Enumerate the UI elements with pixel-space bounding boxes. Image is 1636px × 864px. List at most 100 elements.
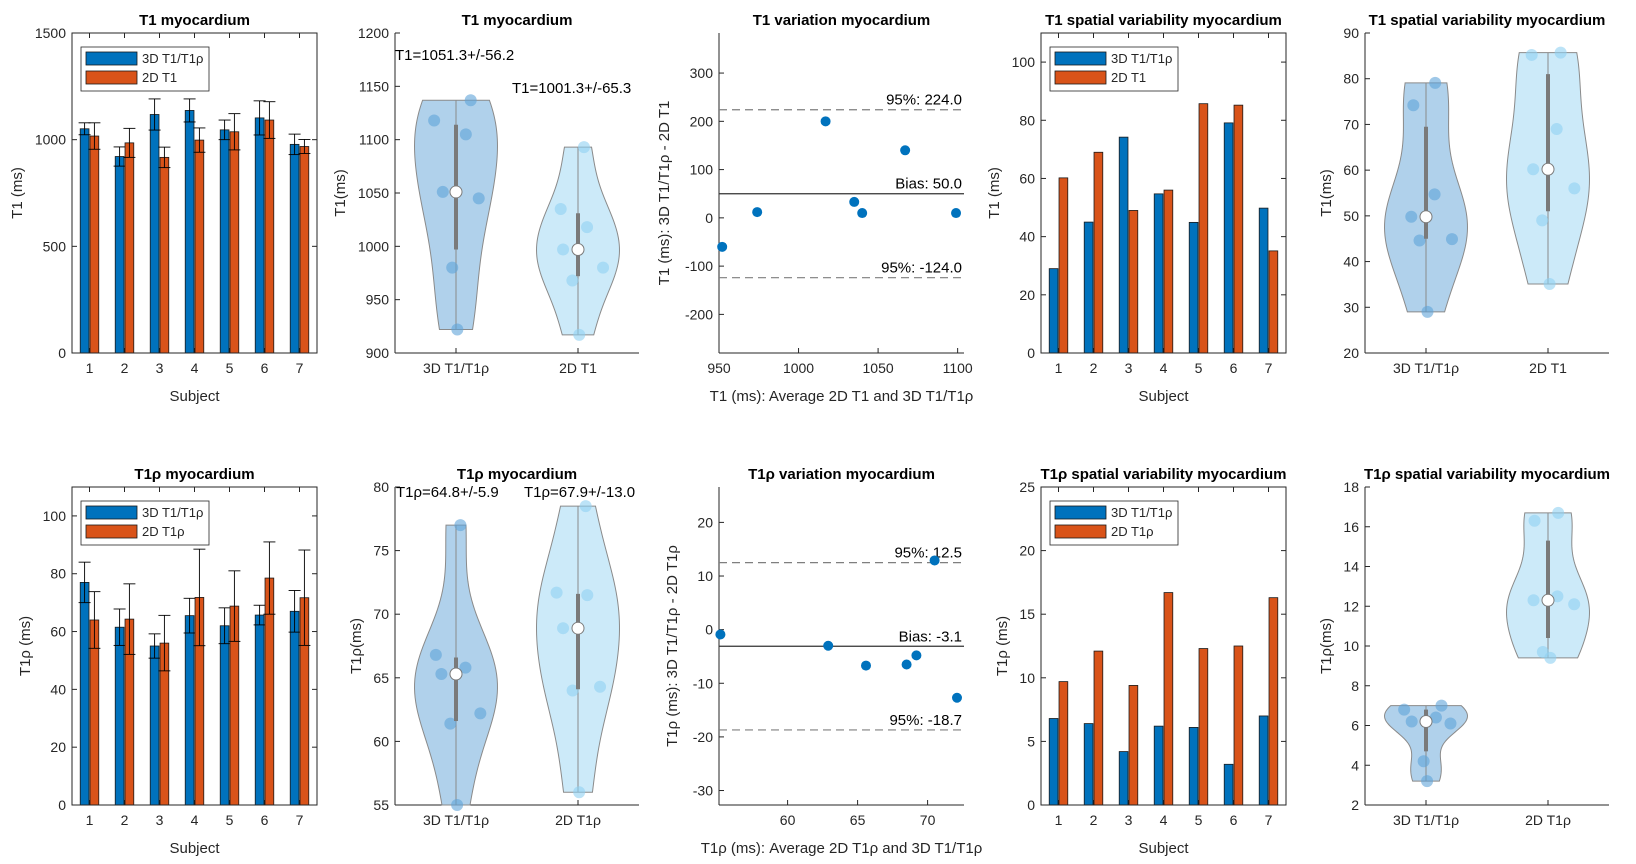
annotation-text: T1=1051.3+/-56.2 [395, 47, 514, 64]
chart-title: T1ρ spatial variability myocardium [1364, 466, 1610, 483]
data-point [1554, 46, 1567, 59]
x-axis-label: Subject [1138, 388, 1189, 405]
x-tick-label: 3D T1/T1ρ [1393, 812, 1459, 828]
x-tick-label: 60 [780, 812, 796, 828]
data-point [594, 680, 607, 693]
bar [219, 129, 230, 354]
subplot-violin: T1 spatial variability myocardium 20 30 40 5… [1318, 12, 1609, 376]
bar [1258, 715, 1269, 806]
legend-swatch [85, 524, 138, 539]
data-point [911, 650, 922, 661]
data-point [1528, 514, 1541, 527]
y-tick-label: 100 [690, 162, 714, 178]
bar [1233, 104, 1244, 354]
y-tick-label: 100 [1012, 54, 1036, 70]
data-point [464, 94, 477, 107]
y-tick-label: 1100 [359, 132, 389, 148]
y-tick-label: 25 [1019, 479, 1035, 495]
y-tick-label: 200 [690, 113, 714, 129]
x-tick-label: 2D T1ρ [555, 812, 601, 828]
subplot-violin: T1 myocardium 900 950 1000 1050 1100 1150 1200 T… [332, 12, 639, 376]
data-point [1421, 305, 1434, 318]
line-label: Bias: -3.1 [899, 628, 962, 645]
bar [184, 110, 195, 354]
y-axis-label: T1ρ (ms) [17, 616, 34, 676]
y-tick-label: 1150 [359, 78, 389, 94]
median-marker [571, 621, 585, 635]
x-tick-label: 5 [1195, 360, 1203, 376]
bar [1048, 268, 1059, 354]
bar [219, 625, 230, 806]
data-point [557, 243, 570, 256]
legend-label: 3D T1/T1ρ [1111, 505, 1172, 520]
y-tick-label: 12 [1343, 598, 1359, 614]
bar [1163, 189, 1174, 354]
y-tick-label: 65 [373, 670, 389, 686]
y-tick-label: 500 [43, 238, 67, 254]
x-tick-label: 7 [1265, 812, 1273, 828]
data-point [929, 555, 940, 566]
data-point [579, 500, 592, 513]
data-point [459, 661, 472, 674]
x-tick-label: 3D T1/T1ρ [423, 812, 489, 828]
x-tick-label: 2 [1090, 812, 1098, 828]
median-marker [1541, 162, 1555, 176]
bar [254, 117, 265, 354]
y-tick-label: 0 [705, 622, 713, 638]
bar [1188, 221, 1199, 354]
y-tick-label: 18 [1343, 479, 1359, 495]
data-point [1568, 598, 1581, 611]
y-tick-label: 60 [1019, 170, 1035, 186]
data-point [1536, 214, 1549, 227]
y-axis-label: T1(ms) [1318, 169, 1335, 217]
y-tick-label: 900 [366, 345, 390, 361]
bar [1223, 122, 1234, 354]
x-tick-label: 7 [296, 812, 304, 828]
bar [1093, 151, 1104, 354]
x-tick-label: 950 [707, 360, 731, 376]
data-point [573, 786, 586, 799]
bar [1048, 718, 1059, 806]
bar [1188, 727, 1199, 806]
annotation-text: T1=1001.3+/-65.3 [512, 80, 631, 97]
data-point [951, 208, 962, 219]
x-axis-label: Subject [1138, 840, 1189, 857]
y-tick-label: 20 [1343, 345, 1359, 361]
bar [1153, 725, 1164, 806]
x-tick-label: 3 [156, 812, 164, 828]
bar [1083, 723, 1094, 806]
legend: 3D T1/T1ρ 2D T1 [80, 46, 210, 92]
chart-title: T1 variation myocardium [753, 12, 931, 29]
y-axis-label: T1 (ms): 3D T1/T1ρ - 2D T1 [656, 101, 673, 286]
axes-box [71, 32, 318, 354]
y-axis-label: T1 (ms) [9, 167, 26, 219]
x-tick-label: 4 [191, 360, 199, 376]
data-point [428, 114, 441, 127]
y-tick-label: 5 [1027, 733, 1035, 749]
data-point [857, 208, 868, 219]
data-point [820, 116, 831, 127]
y-axis-label: T1ρ(ms) [1318, 618, 1335, 674]
y-axis-label: T1ρ(ms) [348, 618, 365, 674]
data-point [435, 667, 448, 680]
y-tick-label: 1500 [35, 25, 66, 41]
y-tick-label: 8 [1351, 678, 1359, 694]
data-point [446, 261, 459, 274]
data-point [1429, 76, 1442, 89]
data-point [581, 589, 594, 602]
data-point [581, 221, 594, 234]
bar [79, 582, 90, 806]
bar [1118, 751, 1129, 806]
data-point [849, 196, 860, 207]
bar [289, 143, 300, 354]
data-point [717, 241, 728, 252]
x-tick-label: 3D T1/T1ρ [1393, 360, 1459, 376]
x-tick-label: 2 [121, 360, 129, 376]
subplot-violin: T1ρ myocardium 55 60 65 70 75 80 T1ρ(ms) 3D T1/T… [348, 466, 639, 828]
x-axis-label: T1 (ms): Average 2D T1 and 3D T1/T1ρ [710, 388, 974, 405]
y-tick-label: 0 [58, 797, 66, 813]
data-point [573, 328, 586, 341]
bar [149, 645, 160, 806]
data-point [1544, 651, 1557, 664]
